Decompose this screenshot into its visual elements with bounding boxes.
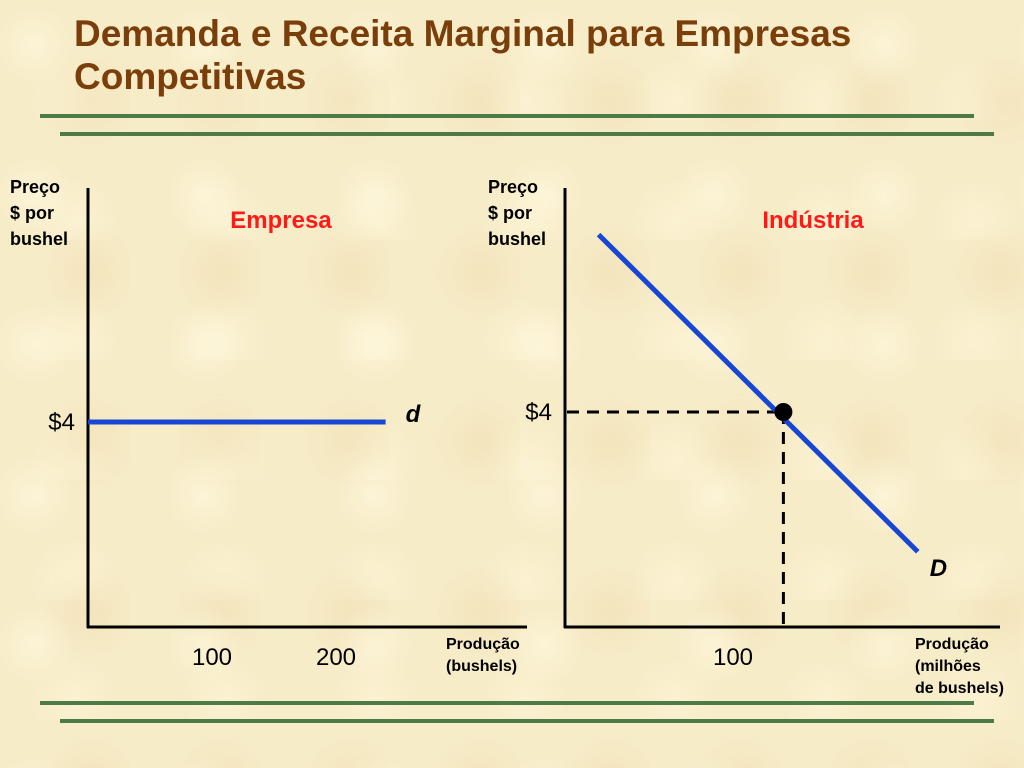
slide-title: Demanda e Receita Marginal para Empresas… — [74, 12, 851, 98]
industry-x-label-line-2: (milhões — [915, 658, 981, 675]
firm-y-label-line-1: Preço — [10, 177, 61, 197]
top-rule-lower — [60, 132, 994, 136]
industry-x-label-line-1: Produção — [915, 636, 989, 653]
firm-x-label-line-2: (bushels) — [446, 658, 518, 675]
firm-y-axis-label: Preço $ por bushel — [10, 174, 68, 252]
slide-title-line-1: Demanda e Receita Marginal para Empresas — [74, 13, 852, 54]
bottom-rule-lower — [60, 719, 994, 723]
bottom-rule-upper — [40, 701, 974, 705]
firm-y-label-line-3: bushel — [10, 229, 69, 249]
top-rule-upper — [40, 114, 974, 118]
firm-x-tick-100: 100 — [192, 644, 232, 671]
slide-title-line-2: Competitivas — [74, 56, 307, 97]
industry-x-label-line-3: de bushels) — [915, 680, 1004, 697]
industry-x-axis-label: Produção (milhões de bushels) — [915, 634, 1004, 700]
firm-x-label-line-1: Produção — [446, 636, 520, 653]
firm-y-tick-4: $4 — [48, 409, 75, 436]
industry-x-tick-100: 100 — [713, 644, 753, 671]
industry-series-D — [596, 232, 920, 554]
firm-x-tick-200: 200 — [316, 644, 356, 671]
industry-y-label-line-1: Preço — [488, 177, 539, 197]
firm-x-axis-label: Produção (bushels) — [446, 634, 520, 678]
firm-chart-title: Empresa — [230, 207, 332, 234]
firm-series-label-d: d — [406, 401, 422, 428]
industry-y-label-line-3: bushel — [488, 229, 547, 249]
industry-y-label-line-2: $ por — [488, 203, 533, 223]
industry-series-label-D: D — [930, 555, 947, 582]
industry-y-axis-label: Preço $ por bushel — [488, 174, 546, 252]
industry-y-tick-4: $4 — [525, 399, 552, 426]
industry-chart-title: Indústria — [762, 207, 864, 234]
firm-y-label-line-2: $ por — [10, 203, 55, 223]
industry-equilibrium-point — [774, 403, 793, 421]
